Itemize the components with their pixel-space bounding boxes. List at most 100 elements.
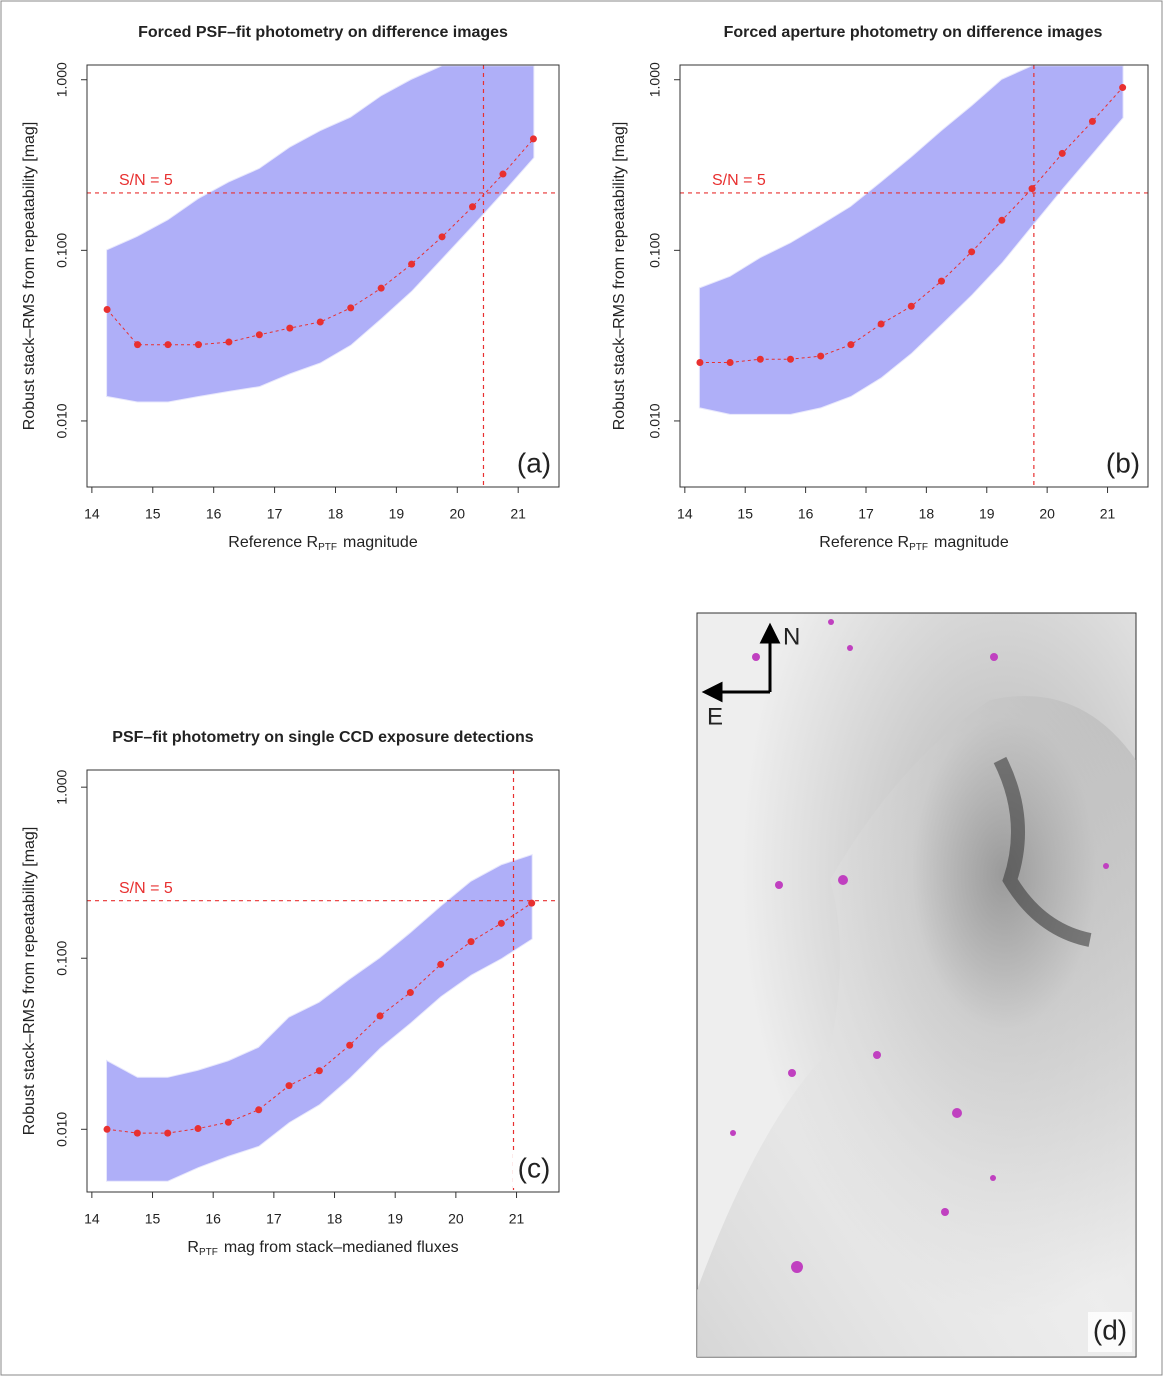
median-point [408, 260, 416, 268]
median-point [877, 320, 885, 328]
x-axis-label: Reference RPTF magnitude [819, 534, 1009, 552]
median-point [346, 1041, 354, 1049]
y-tick-label: 1.000 [647, 62, 663, 97]
x-label-sub: PTF [199, 1247, 218, 1258]
median-point [103, 1125, 111, 1133]
chart-title: Forced PSF–fit photometry on difference … [138, 24, 508, 41]
label-backdrop [1102, 445, 1144, 483]
median-point [133, 1129, 141, 1137]
median-point [529, 135, 537, 143]
x-tick-label: 17 [267, 506, 283, 522]
median-point [224, 1118, 232, 1126]
median-point [817, 352, 825, 360]
median-point [225, 338, 233, 346]
median-point [499, 170, 507, 178]
y-axis-label: Robust stack–RMS from repeatability [mag… [611, 122, 628, 431]
median-point [377, 284, 385, 292]
panel: 14 15 16 17 18 19 20 21 0.010 0.100 1.000 Forced ap… [611, 24, 1149, 553]
stars [730, 619, 1109, 1273]
y-tick-label: 0.010 [54, 1112, 70, 1147]
compass [701, 622, 781, 703]
x-tick-label: 15 [145, 1211, 161, 1227]
median-point [726, 359, 734, 367]
x-tick-label: 17 [858, 506, 874, 522]
median-point [376, 1012, 384, 1020]
median-point [469, 203, 477, 211]
x-tick-label: 20 [1039, 506, 1055, 522]
median-point [255, 1106, 263, 1114]
chart-title: Forced aperture photometry on difference… [724, 24, 1103, 41]
x-tick-label: 21 [510, 506, 526, 522]
median-point [255, 331, 263, 339]
y-tick-label: 0.010 [647, 403, 663, 438]
panel-label: (d) [1093, 1314, 1127, 1345]
plot-frame [86, 64, 560, 488]
median-point [1028, 185, 1036, 193]
median-point [497, 919, 505, 927]
x-tick-label: 15 [737, 506, 753, 522]
chart-title: PSF–fit photometry on single CCD exposur… [112, 729, 533, 746]
x-tick-label: 20 [450, 506, 466, 522]
panel-label: (b) [1106, 447, 1140, 478]
x-tick-label: 16 [205, 1211, 221, 1227]
median-point [437, 960, 445, 968]
point-cloud [698, 65, 1124, 415]
panel-label: (c) [518, 1152, 551, 1183]
plot-area [680, 65, 1148, 487]
x-label-rest: magnitude [343, 534, 418, 551]
point-cloud [106, 65, 535, 403]
x-label-main: R [187, 1239, 199, 1256]
x-label-main: Reference R [819, 534, 909, 551]
x-tick-label: 18 [327, 1211, 343, 1227]
median-point [406, 989, 414, 997]
median-point [787, 355, 795, 363]
median-point [696, 359, 704, 367]
panel: 14 15 16 17 18 19 20 21 0.010 0.100 1.000 Forced PS… [21, 24, 560, 553]
median-point [315, 1067, 323, 1075]
x-label-main: Reference R [228, 534, 318, 551]
x-tick-label: 16 [798, 506, 814, 522]
snr-annotation: S/N = 5 [119, 880, 173, 897]
median-point [756, 355, 764, 363]
point-cloud [106, 853, 533, 1182]
x-tick-label: 14 [677, 506, 693, 522]
north-label: N [783, 623, 800, 650]
y-tick-label: 0.100 [54, 233, 70, 268]
x-tick-label: 14 [84, 1211, 100, 1227]
median-point [286, 324, 294, 332]
median-point [937, 277, 945, 285]
x-tick-label: 16 [206, 506, 222, 522]
east-label: E [707, 703, 723, 730]
x-tick-label: 19 [979, 506, 995, 522]
x-tick-label: 21 [1100, 506, 1116, 522]
x-axis-label: RPTF mag from stack–medianed fluxes [187, 1239, 458, 1257]
x-label-sub: PTF [909, 542, 928, 553]
median-point [1058, 149, 1066, 157]
image-panel: N E (d) [696, 612, 1137, 1358]
x-tick-label: 19 [389, 506, 405, 522]
plot-area [87, 65, 559, 487]
median-line [106, 138, 534, 346]
median-point [194, 341, 202, 349]
panel-label: (a) [517, 447, 551, 478]
median-point [1119, 84, 1127, 92]
x-label-rest: mag from stack–medianed fluxes [224, 1239, 459, 1256]
x-axis-label: Reference RPTF magnitude [228, 534, 418, 552]
nebula-region [697, 696, 1136, 1357]
y-tick-label: 0.100 [647, 233, 663, 268]
x-tick-label: 18 [919, 506, 935, 522]
median-point [467, 938, 475, 946]
y-tick-label: 0.100 [54, 941, 70, 976]
median-point [316, 318, 324, 326]
median-point [347, 304, 355, 312]
median-point [134, 341, 142, 349]
median-point [194, 1125, 202, 1133]
x-tick-label: 19 [387, 1211, 403, 1227]
median-point [103, 305, 111, 313]
median-point [528, 899, 536, 907]
x-label-rest: magnitude [934, 534, 1009, 551]
x-tick-label: 18 [328, 506, 344, 522]
median-point [907, 302, 915, 310]
dark-lane [993, 756, 1092, 947]
